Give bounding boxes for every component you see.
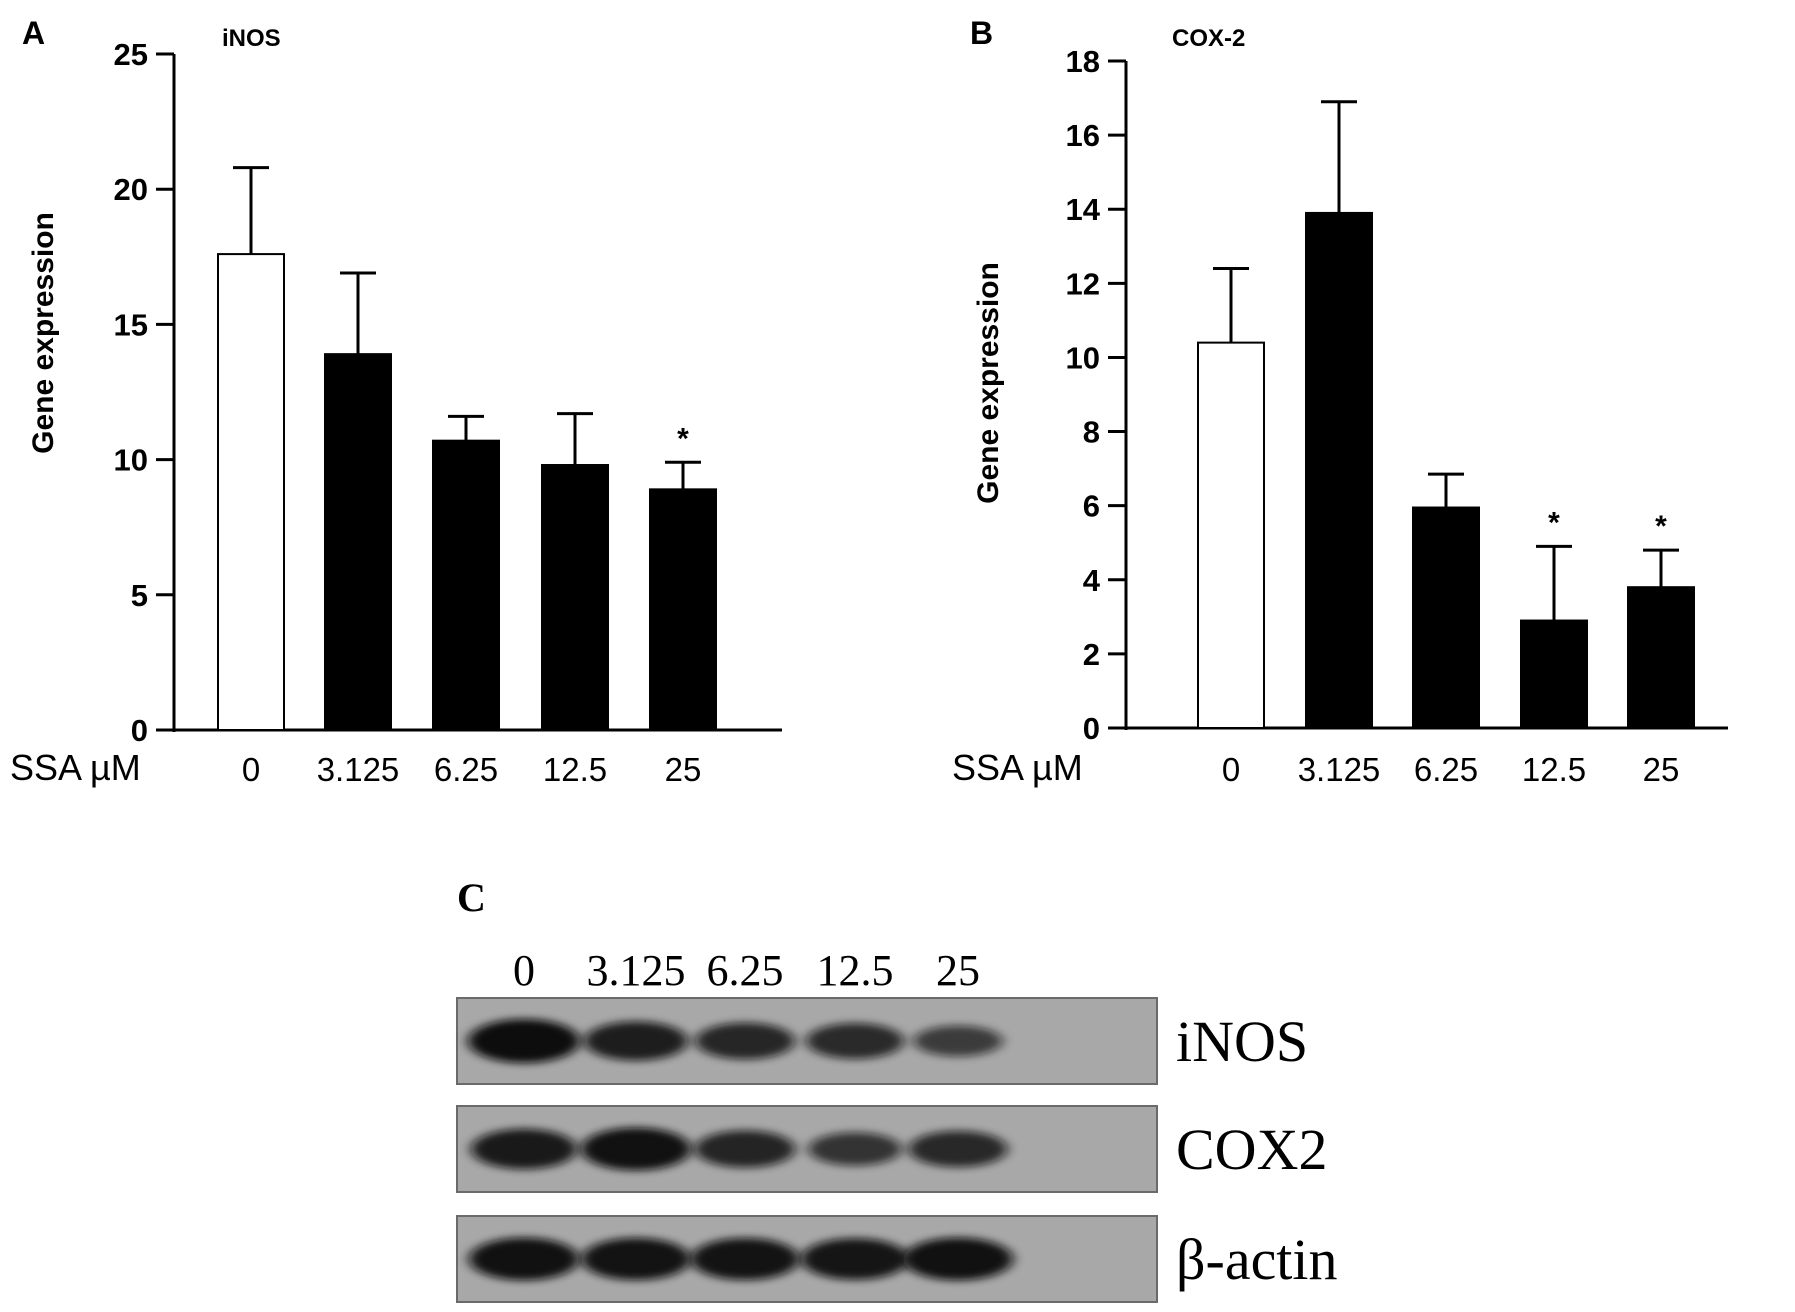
- panel-a-y-tick-label: 20: [114, 172, 148, 207]
- panel-b-significance-marks: * *: [1548, 506, 1667, 543]
- panel-b-bar: [1627, 586, 1695, 730]
- panel-b-category-label: 25: [1643, 751, 1680, 788]
- blot-band: [903, 1237, 1013, 1281]
- blot-band: [808, 1132, 902, 1166]
- blot-strip: COX2: [456, 1105, 1327, 1193]
- blot-band: [690, 1237, 800, 1281]
- panel-a-category-label: 6.25: [434, 751, 498, 788]
- panel-b-title: COX-2: [1172, 25, 1245, 52]
- blot-strip: iNOS: [456, 997, 1308, 1085]
- panel-a-y-tick-label: 10: [114, 443, 148, 478]
- panel-b-bar: [1520, 619, 1588, 729]
- panel-b-significance-mark: *: [1655, 510, 1667, 543]
- panel-a-significance-mark: *: [677, 422, 689, 455]
- panel-a-y-axis-label: Gene expression: [27, 212, 60, 454]
- blot-strip: β-actin: [456, 1215, 1338, 1303]
- blot-band: [806, 1023, 904, 1059]
- panel-a-category-labels: 0 3.125 6.25 12.5 25: [242, 751, 702, 788]
- panel-b-bar: [1305, 211, 1373, 729]
- panel-b-category-labels: 0 3.125 6.25 12.5 25: [1222, 751, 1680, 788]
- blot-band: [908, 1130, 1008, 1168]
- panel-a-category-label: 25: [665, 751, 702, 788]
- panel-a-significance-marks: *: [677, 422, 689, 455]
- panel-b-y-tick-label: 12: [1066, 266, 1100, 301]
- panel-b-y-tick-label: 2: [1083, 637, 1100, 672]
- panel-b-y-tick-label: 0: [1083, 711, 1100, 746]
- blot-band: [581, 1127, 691, 1171]
- panel-a-y-tick-label: 0: [131, 713, 148, 748]
- panel-a-y-ticks: 0 5 10 15 20 25: [114, 37, 174, 748]
- blot-band: [584, 1021, 688, 1061]
- blot-band: [581, 1237, 691, 1281]
- panel-b-category-label: 3.125: [1298, 751, 1381, 788]
- blot-lane-label: 0: [513, 946, 535, 995]
- panel-a-title: iNOS: [222, 25, 281, 52]
- panel-a-bar: [217, 253, 285, 731]
- panel-a-category-label: 12.5: [543, 751, 607, 788]
- panel-b-y-tick-label: 14: [1066, 192, 1101, 227]
- panel-a-bar: [324, 353, 392, 731]
- panel-b-y-tick-label: 10: [1066, 340, 1100, 375]
- blot-lane-label: 25: [936, 946, 980, 995]
- panel-a-error-bars: [233, 166, 701, 490]
- panel-b-y-tick-label: 6: [1083, 489, 1100, 524]
- blot-band: [469, 1237, 579, 1281]
- panel-b-bars: [1197, 211, 1695, 730]
- blot-lane-label: 6.25: [707, 946, 784, 995]
- panel-c-western-blot: C 0 3.125 6.25 12.5 25 iNOS COX2 β-actin: [456, 875, 1338, 1303]
- panel-a-bar: [649, 488, 717, 731]
- panel-a-y-tick-label: 25: [114, 37, 148, 72]
- panel-b-y-tick-label: 4: [1083, 563, 1101, 598]
- panel-a-bars: [217, 253, 717, 731]
- panel-a-x-axis-label: SSA µM: [10, 747, 141, 788]
- blot-row-label: iNOS: [1176, 1009, 1308, 1074]
- panel-c-label: C: [457, 875, 486, 920]
- panel-b-y-tick-label: 16: [1066, 118, 1100, 153]
- blot-row-label: β-actin: [1176, 1227, 1338, 1292]
- panel-b-category-label: 6.25: [1414, 751, 1478, 788]
- panel-b-y-tick-label: 18: [1066, 44, 1100, 79]
- blot-lane-label: 12.5: [817, 946, 894, 995]
- panel-b-category-label: 12.5: [1522, 751, 1586, 788]
- panel-b-significance-mark: *: [1548, 506, 1560, 539]
- panel-b-error-bars: [1213, 100, 1679, 621]
- blot-band: [468, 1019, 580, 1063]
- panel-b-chart: B COX-2 Gene expression SSA µM 0 2 4 6 8 10 12…: [952, 15, 1728, 788]
- panel-b-category-label: 0: [1222, 751, 1240, 788]
- panel-a-category-label: 3.125: [317, 751, 400, 788]
- blot-strips: iNOS COX2 β-actin: [456, 997, 1338, 1303]
- panel-b-y-tick-label: 8: [1083, 415, 1100, 450]
- panel-b-x-axis-label: SSA µM: [952, 747, 1083, 788]
- panel-a-y-tick-label: 5: [131, 578, 148, 613]
- blot-band: [694, 1130, 796, 1168]
- panel-a-bar: [432, 439, 500, 731]
- panel-b-bar: [1197, 341, 1265, 729]
- panel-b-label: B: [970, 15, 993, 51]
- blot-row-label: COX2: [1176, 1117, 1327, 1182]
- panel-a-bar: [541, 464, 609, 731]
- blot-band: [471, 1128, 577, 1170]
- panel-a-label: A: [22, 15, 45, 51]
- panel-a-y-tick-label: 15: [114, 307, 148, 342]
- panel-b-bar: [1412, 506, 1480, 729]
- blot-lane-labels: 0 3.125 6.25 12.5 25: [513, 946, 980, 995]
- blot-band: [695, 1022, 795, 1060]
- panel-a-category-label: 0: [242, 751, 260, 788]
- blot-band: [801, 1238, 909, 1280]
- panel-b-y-axis-label: Gene expression: [972, 262, 1005, 504]
- panel-a-chart: A iNOS Gene expression SSA µM 0 5 10 15 20 25…: [10, 15, 782, 788]
- panel-b-y-ticks: 0 2 4 6 8 10 12 14 16 18: [1066, 44, 1126, 746]
- blot-band: [913, 1025, 1003, 1057]
- blot-lane-label: 3.125: [587, 946, 686, 995]
